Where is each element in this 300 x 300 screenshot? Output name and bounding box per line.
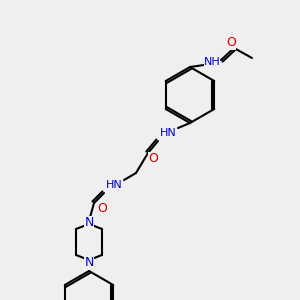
Text: HN: HN <box>160 128 176 138</box>
Text: O: O <box>97 202 107 214</box>
Text: NH: NH <box>204 57 220 67</box>
Text: HN: HN <box>106 180 122 190</box>
Text: N: N <box>84 256 94 269</box>
Text: N: N <box>84 215 94 229</box>
Text: O: O <box>226 37 236 50</box>
Text: O: O <box>148 152 158 164</box>
